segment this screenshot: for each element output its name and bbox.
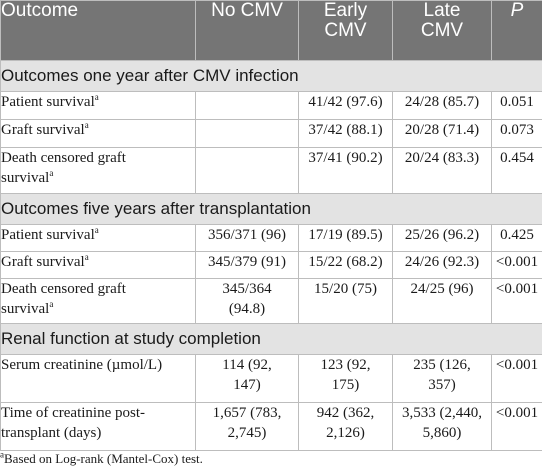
header-late-cmv: Late CMV — [392, 0, 492, 61]
row-label: Death censored graft survivala — [0, 147, 196, 194]
cell-early-cmv: 15/20 (75) — [298, 278, 393, 324]
footnote-marker: a — [0, 449, 4, 460]
cell-p-value: <0.001 — [491, 278, 542, 324]
row-label: Patient survivala — [0, 91, 196, 120]
table-row: Serum creatinine (µmol/L) 114 (92, 147) 1… — [0, 354, 542, 403]
cell-p-value: 0.425 — [491, 224, 542, 252]
row-label: Graft survivala — [0, 119, 196, 148]
section-header-five-years: Outcomes five years after transplantatio… — [0, 193, 542, 225]
cell-late-cmv: 235 (126, 357) — [392, 354, 492, 403]
row-label: Serum creatinine (µmol/L) — [0, 354, 196, 403]
header-early-cmv: Early CMV — [298, 0, 393, 61]
row-label: Time of creatinine post-transplant (days… — [0, 402, 196, 451]
cell-no-cmv: 345/364 (94.8) — [195, 278, 299, 324]
table-row: Death censored graft survivala 345/364 (94… — [0, 278, 542, 324]
table-header-row: Outcome No CMV Early CMV Late CMV P — [0, 0, 542, 61]
header-outcome: Outcome — [0, 0, 196, 61]
cell-no-cmv — [195, 91, 299, 120]
table-row: Patient survivala 41/42 (97.6) 24/28 (85… — [0, 91, 542, 120]
section-title: Outcomes one year after CMV infection — [0, 60, 542, 92]
row-label: Death censored graft survivala — [0, 278, 196, 324]
cell-p-value: <0.001 — [491, 354, 542, 403]
table-row: Patient survivala 356/371 (96) 17/19 (89… — [0, 224, 542, 252]
cell-no-cmv: 1,657 (783, 2,745) — [195, 402, 299, 451]
table-row: Time of creatinine post-transplant (days… — [0, 402, 542, 451]
cell-early-cmv: 123 (92, 175) — [298, 354, 393, 403]
section-title: Outcomes five years after transplantatio… — [0, 193, 542, 225]
cell-late-cmv: 20/24 (83.3) — [392, 147, 492, 194]
cell-early-cmv: 37/41 (90.2) — [298, 147, 393, 194]
cell-late-cmv: 24/25 (96) — [392, 278, 492, 324]
section-header-renal-function: Renal function at study completion — [0, 323, 542, 355]
header-no-cmv: No CMV — [195, 0, 299, 61]
cell-p-value: 0.454 — [491, 147, 542, 194]
footnote-text: Based on Log-rank (Mantel-Cox) test. — [4, 451, 203, 466]
cell-no-cmv: 356/371 (96) — [195, 224, 299, 252]
cell-p-value: 0.051 — [491, 91, 542, 120]
cell-early-cmv: 41/42 (97.6) — [298, 91, 393, 120]
table-row: Death censored graft survivala 37/41 (90.… — [0, 147, 542, 194]
cell-early-cmv: 15/22 (68.2) — [298, 251, 393, 279]
cell-late-cmv: 20/28 (71.4) — [392, 119, 492, 148]
cell-p-value: 0.073 — [491, 119, 542, 148]
cell-no-cmv: 345/379 (91) — [195, 251, 299, 279]
cell-late-cmv: 24/26 (92.3) — [392, 251, 492, 279]
cell-early-cmv: 37/42 (88.1) — [298, 119, 393, 148]
table-row: Graft survivala 37/42 (88.1) 20/28 (71.4… — [0, 119, 542, 148]
cell-no-cmv — [195, 119, 299, 148]
cell-late-cmv: 25/26 (96.2) — [392, 224, 492, 252]
cell-late-cmv: 24/28 (85.7) — [392, 91, 492, 120]
row-label: Graft survivala — [0, 251, 196, 279]
cell-early-cmv: 17/19 (89.5) — [298, 224, 393, 252]
outcomes-table: Outcome No CMV Early CMV Late CMV P Outcom… — [0, 0, 542, 451]
cell-no-cmv: 114 (92, 147) — [195, 354, 299, 403]
cell-early-cmv: 942 (362, 2,126) — [298, 402, 393, 451]
row-label: Patient survivala — [0, 224, 196, 252]
cell-p-value: <0.001 — [491, 251, 542, 279]
section-header-one-year: Outcomes one year after CMV infection — [0, 60, 542, 92]
table-footnote: aBased on Log-rank (Mantel-Cox) test. — [0, 449, 203, 467]
cell-late-cmv: 3,533 (2,440, 5,860) — [392, 402, 492, 451]
cell-p-value: <0.001 — [491, 402, 542, 451]
table-row: Graft survivala 345/379 (91) 15/22 (68.2… — [0, 251, 542, 279]
section-title: Renal function at study completion — [0, 323, 542, 355]
header-p-value: P — [491, 0, 542, 61]
cell-no-cmv — [195, 147, 299, 194]
